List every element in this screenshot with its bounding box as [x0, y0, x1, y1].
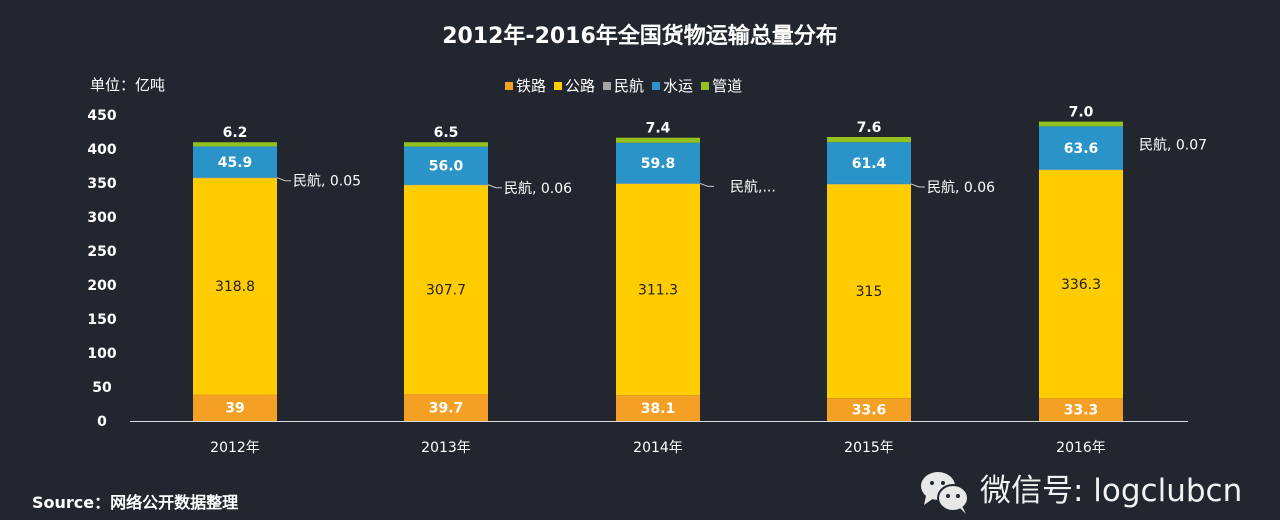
watermark: 微信号: logclubcn: [918, 468, 1242, 514]
bar-segment-水运: [827, 142, 911, 184]
bar-segment-民航: [827, 183, 911, 185]
bar-segment-管道: [1039, 121, 1123, 127]
legend-label: 水运: [663, 77, 694, 95]
data-label: 45.9: [218, 155, 253, 171]
bar-segment-公路: [827, 183, 911, 399]
bar-segment-公路: [616, 183, 700, 396]
leader-line: [487, 184, 502, 189]
legend-item: 水运: [652, 75, 693, 96]
bar-segment-铁路: [404, 394, 488, 421]
legend-item: 公路: [554, 75, 595, 96]
bar-segment-管道: [827, 136, 911, 143]
bar-segment-水运: [1039, 126, 1123, 170]
legend-swatch: [603, 81, 612, 90]
data-label: 56.0: [429, 159, 464, 175]
bar-segment-水运: [404, 146, 488, 185]
watermark-text: 微信号: logclubcn: [980, 473, 1243, 509]
bar-segment-管道: [193, 142, 277, 147]
y-tick-label: 200: [87, 278, 116, 294]
leader-line: [699, 182, 714, 187]
data-label: 民航, 0.06: [927, 180, 995, 196]
legend-label: 管道: [712, 77, 743, 95]
data-label: 61.4: [852, 156, 887, 172]
x-tick-label: 2014年: [633, 440, 683, 456]
bar-segment-民航: [404, 184, 488, 186]
legend-swatch: [505, 81, 513, 90]
legend-label: 铁路: [516, 77, 547, 95]
data-label: 38.1: [641, 401, 676, 417]
data-label: 6.2: [223, 125, 248, 141]
data-label: 315: [856, 284, 883, 300]
y-tick-label: 50: [92, 380, 112, 396]
bar-segment-民航: [1039, 169, 1123, 171]
y-tick-label: 450: [87, 108, 116, 124]
chart-title: 2012年-2016年全国货物运输总量分布: [442, 24, 838, 49]
legend-swatch: [652, 81, 661, 90]
y-tick-label: 150: [87, 312, 116, 328]
y-tick-label: 100: [87, 346, 116, 362]
data-label: 7.4: [646, 121, 671, 137]
data-label: 318.8: [215, 279, 255, 295]
data-label: 6.5: [434, 125, 459, 141]
legend-item: 铁路: [505, 75, 546, 96]
data-label: 33.3: [1064, 403, 1099, 419]
legend-swatch: [554, 81, 563, 90]
data-label: 民航, 0.07: [1139, 138, 1207, 154]
data-label: 59.8: [641, 156, 676, 172]
data-label: 307.7: [426, 282, 466, 298]
data-label: 民航, 0.05: [293, 174, 361, 190]
x-tick-label: 2012年: [210, 440, 260, 456]
legend-label: 民航: [614, 77, 645, 95]
bar-segment-民航: [193, 177, 277, 179]
data-label: 39.7: [429, 401, 464, 417]
y-tick-label: 350: [87, 176, 116, 192]
bar-segment-管道: [616, 137, 700, 143]
bar-segment-民航: [616, 183, 700, 185]
legend: 铁路 公路 民航 水运 管道: [505, 75, 742, 96]
y-tick-label: 250: [87, 244, 116, 260]
data-label: 39: [225, 401, 244, 417]
bar-segment-公路: [1039, 169, 1123, 399]
data-label: 民航,...: [730, 179, 776, 195]
wechat-icon: [921, 472, 969, 514]
bar-segment-管道: [404, 142, 488, 147]
data-label: 336.3: [1061, 277, 1101, 293]
leader-line: [276, 177, 291, 182]
bar-segment-铁路: [616, 395, 700, 421]
bar-segment-铁路: [827, 398, 911, 421]
bar-segment-公路: [404, 184, 488, 395]
data-label: 7.0: [1069, 105, 1094, 121]
data-label: 63.6: [1064, 141, 1099, 157]
data-label: 民航, 0.06: [504, 181, 572, 197]
y-axis-unit-label: 单位：亿吨: [90, 76, 166, 94]
legend-item: 民航: [603, 75, 644, 96]
x-tick-label: 2015年: [844, 440, 894, 456]
source-note: Source：网络公开数据整理: [32, 493, 239, 512]
x-tick-label: 2013年: [421, 440, 471, 456]
y-tick-label: 400: [87, 142, 116, 158]
data-label: 7.6: [857, 120, 882, 136]
y-tick-label: 300: [87, 210, 116, 226]
data-label: 311.3: [638, 282, 678, 298]
legend-label: 公路: [565, 77, 596, 95]
bar-segment-铁路: [193, 394, 277, 421]
y-tick-label: 0: [97, 414, 107, 430]
legend-item: 管道: [701, 75, 742, 96]
bar-segment-铁路: [1039, 398, 1123, 421]
bar-segment-水运: [616, 142, 700, 184]
bar-segment-公路: [193, 177, 277, 395]
legend-swatch: [701, 81, 710, 90]
data-label: 33.6: [852, 403, 887, 419]
bar-segment-水运: [193, 146, 277, 178]
leader-line: [910, 183, 925, 188]
x-tick-label: 2016年: [1056, 440, 1106, 456]
